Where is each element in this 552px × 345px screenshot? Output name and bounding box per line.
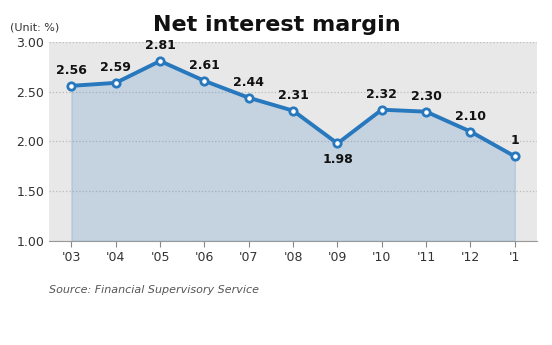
Text: 2.81: 2.81 (145, 39, 176, 52)
Text: 2.31: 2.31 (278, 89, 309, 102)
Point (156, 58, 164, 64)
Text: Source: Financial Supervisory Service: Source: Financial Supervisory Service (49, 285, 259, 295)
Text: 2.30: 2.30 (411, 90, 442, 103)
Text: Net interest margin: Net interest margin (153, 15, 400, 35)
Point (200, 78, 209, 83)
Text: 2.61: 2.61 (189, 59, 220, 72)
Text: 2.32: 2.32 (367, 88, 397, 101)
Text: 2.56: 2.56 (56, 64, 87, 77)
Text: 2.44: 2.44 (233, 76, 264, 89)
Text: 2.10: 2.10 (455, 110, 486, 122)
Text: 1: 1 (511, 135, 519, 147)
Point (511, 154, 519, 159)
Text: 2.59: 2.59 (100, 61, 131, 74)
Point (67, 83, 76, 89)
Point (466, 129, 475, 134)
Text: (Unit: %): (Unit: %) (10, 22, 60, 32)
Text: 1.98: 1.98 (322, 154, 353, 166)
Point (245, 95, 253, 100)
Point (378, 107, 386, 112)
Point (333, 141, 342, 146)
Point (289, 108, 298, 114)
Point (422, 109, 431, 115)
Point (112, 80, 120, 86)
